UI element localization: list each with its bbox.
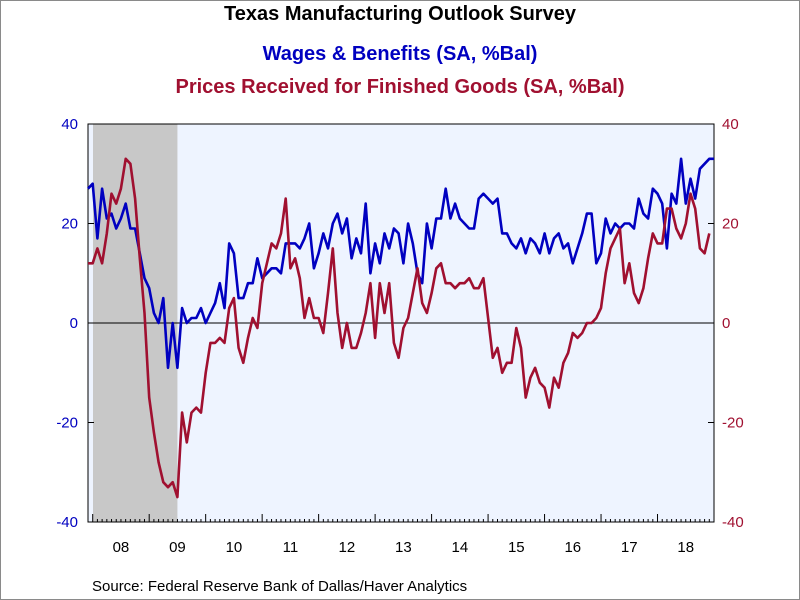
x-tick-label: 09: [169, 539, 186, 556]
source-note: Source: Federal Reserve Bank of Dallas/H…: [92, 578, 468, 595]
x-tick-label: 11: [283, 539, 299, 556]
y-tick-label-right: 0: [722, 315, 730, 332]
series-line-prices: [88, 157, 711, 499]
series-title-prices: Prices Received for Finished Goods (SA, …: [175, 76, 625, 98]
series-title-wages: Wages & Benefits (SA, %Bal): [262, 43, 538, 65]
x-tick-label: 10: [226, 539, 243, 556]
x-tick-label: 15: [508, 539, 525, 556]
y-tick-label-left: 0: [70, 315, 78, 332]
x-tick-label: 12: [339, 539, 356, 556]
y-tick-label-left: 40: [61, 116, 78, 133]
x-tick-label: 16: [564, 539, 581, 556]
y-tick-label-right: -20: [722, 415, 744, 432]
x-tick-label: 14: [451, 539, 468, 556]
y-tick-label-left: -40: [56, 514, 78, 531]
x-tick-label: 13: [395, 539, 412, 556]
y-tick-label-left: -20: [56, 415, 78, 432]
chart-title: Texas Manufacturing Outlook Survey: [224, 3, 576, 25]
y-tick-label-right: -40: [722, 514, 744, 531]
y-tick-label-right: 20: [722, 216, 739, 233]
x-tick-label: 08: [113, 539, 130, 556]
x-tick-label: 17: [621, 539, 638, 556]
x-tick-label: 18: [677, 539, 694, 556]
y-tick-label-left: 20: [61, 216, 78, 233]
y-tick-label-right: 40: [722, 116, 739, 133]
series-line-wages: [87, 157, 714, 370]
